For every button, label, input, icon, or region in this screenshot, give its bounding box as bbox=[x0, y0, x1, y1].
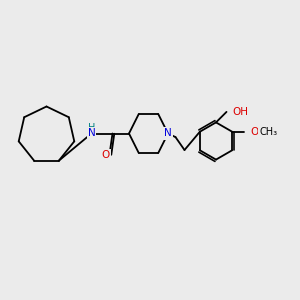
Text: H: H bbox=[88, 123, 95, 133]
Text: O: O bbox=[102, 150, 110, 160]
Text: CH₃: CH₃ bbox=[259, 127, 277, 137]
Text: N: N bbox=[88, 128, 95, 139]
Text: OH: OH bbox=[232, 107, 248, 117]
Text: O: O bbox=[250, 127, 258, 137]
Text: N: N bbox=[164, 128, 172, 139]
